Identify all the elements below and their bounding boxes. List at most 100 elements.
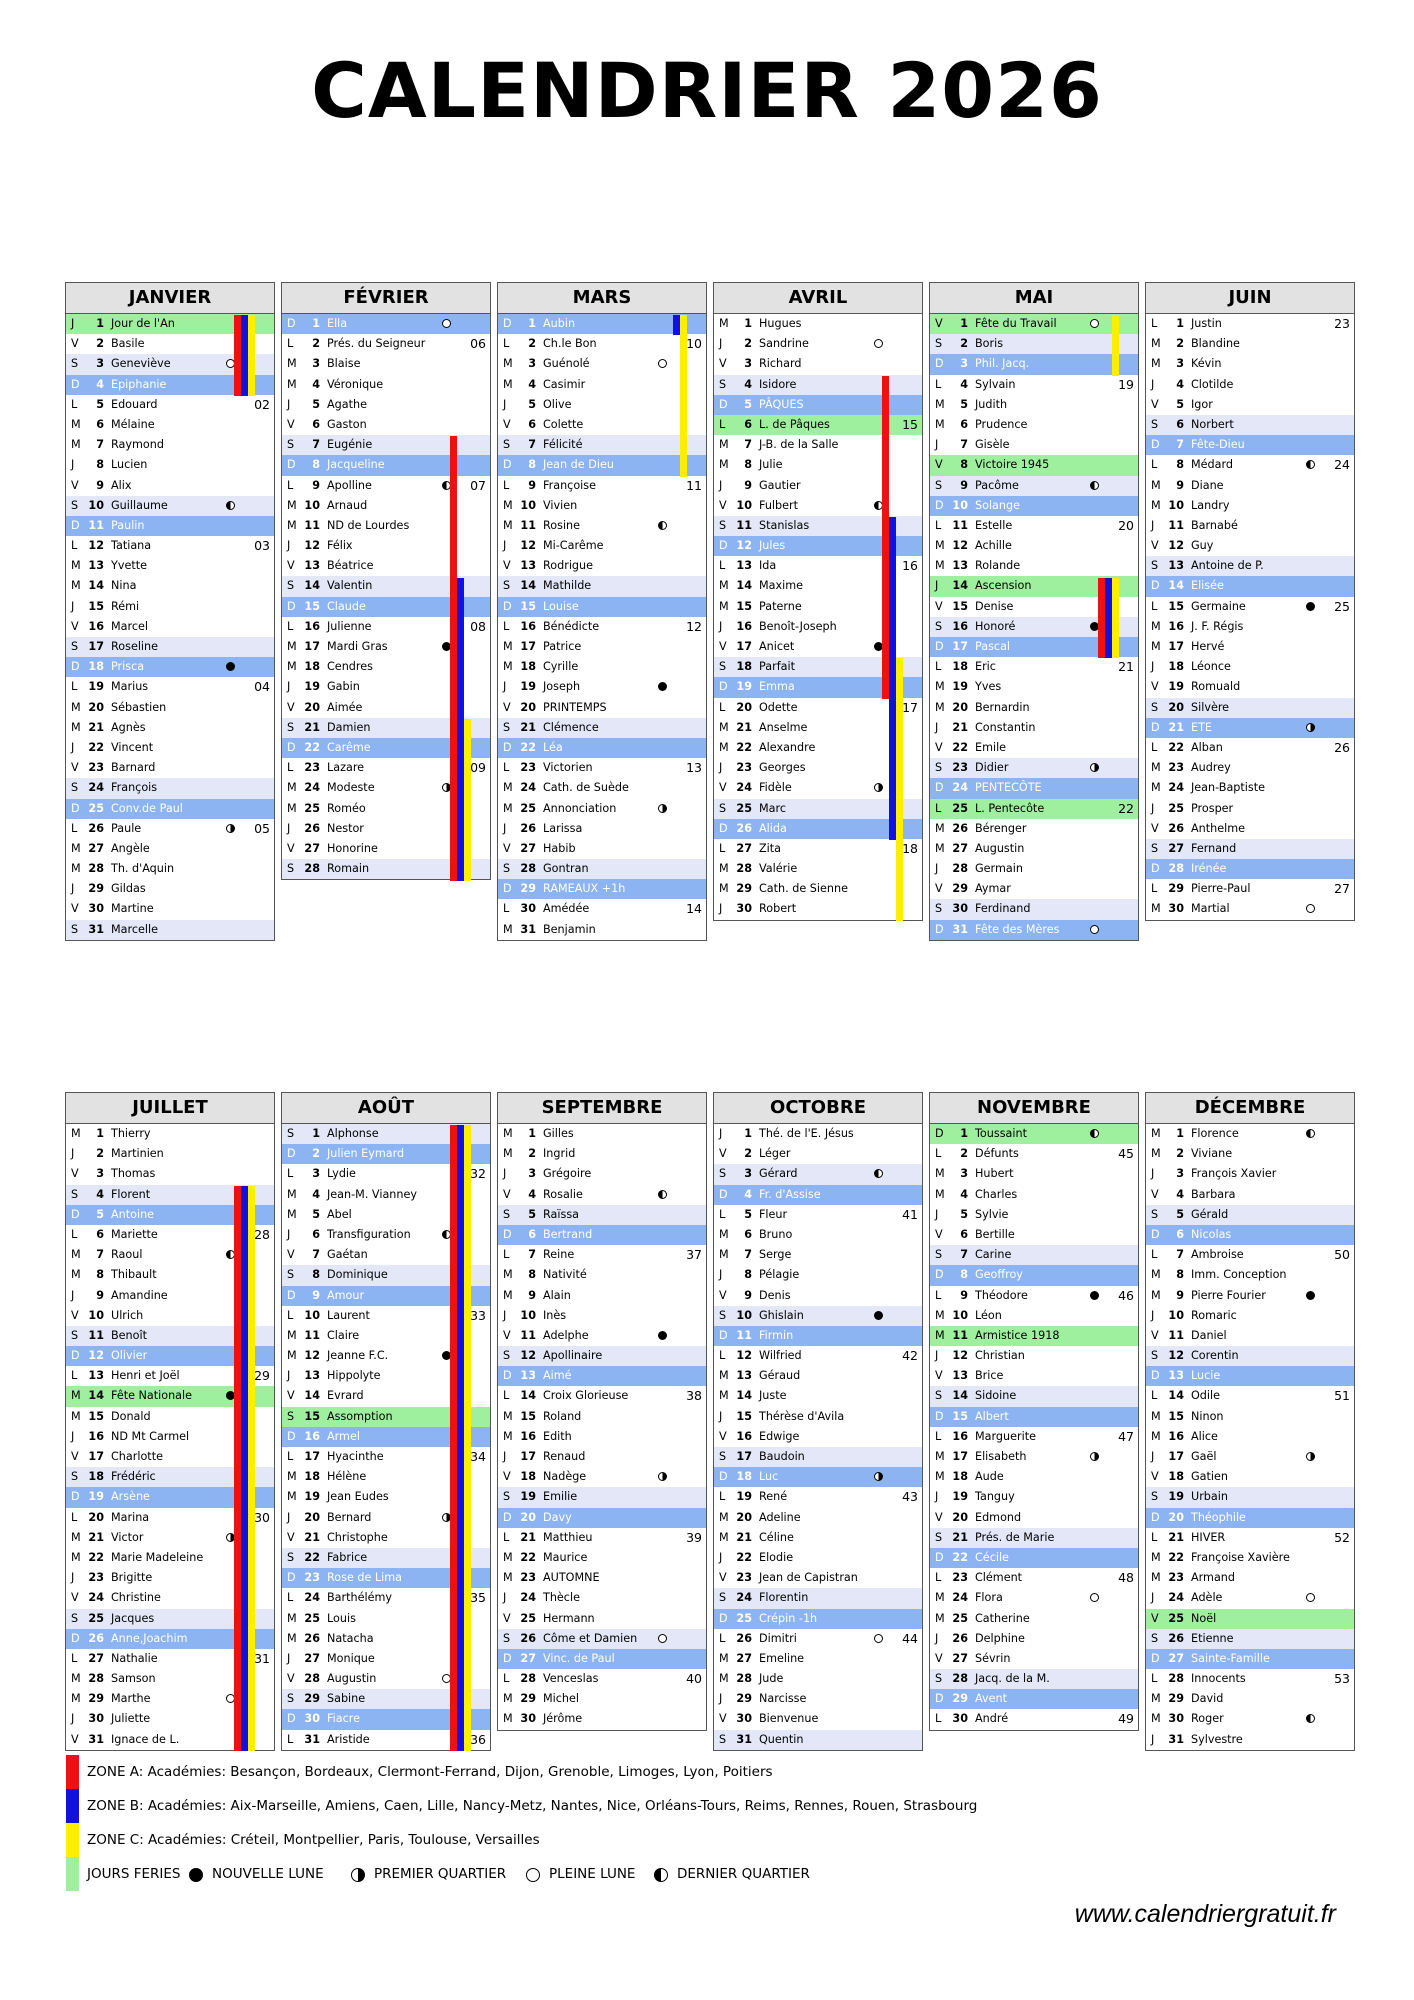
day-row[interactable]: J 9 Gautier	[714, 476, 922, 496]
day-row[interactable]: D 13 Lucie	[1146, 1366, 1354, 1387]
day-row[interactable]: D 26 Anne,Joachim	[66, 1628, 274, 1649]
day-row[interactable]: J 12 Félix	[282, 536, 490, 556]
day-row[interactable]: D 1 Toussaint	[930, 1124, 1138, 1145]
day-row[interactable]: M 21 Victor	[66, 1528, 274, 1548]
day-row[interactable]: V 10 Fulbert	[714, 496, 922, 516]
day-row[interactable]: V 5 Igor	[1146, 395, 1354, 415]
day-row[interactable]: D 18 Luc	[714, 1467, 922, 1488]
day-row[interactable]: J 26 Nestor	[282, 819, 490, 839]
day-row[interactable]: V 13 Brice	[930, 1366, 1138, 1386]
day-row[interactable]: L 14 Croix Glorieuse 38	[498, 1386, 706, 1406]
day-row[interactable]: J 11 Barnabé	[1146, 516, 1354, 536]
day-row[interactable]: S 30 Ferdinand	[930, 899, 1138, 920]
day-row[interactable]: D 13 Aimé	[498, 1366, 706, 1387]
day-row[interactable]: S 28 Gontran	[498, 859, 706, 880]
day-row[interactable]: J 26 Larissa	[498, 819, 706, 839]
day-row[interactable]: S 1 Alphonse	[282, 1124, 490, 1145]
day-row[interactable]: M 1 Thierry	[66, 1124, 274, 1144]
day-row[interactable]: D 27 Sainte-Famille	[1146, 1648, 1354, 1670]
day-row[interactable]: J 4 Clotilde	[1146, 375, 1354, 395]
day-row[interactable]: L 24 Barthélémy 35	[282, 1588, 490, 1608]
day-row[interactable]: M 29 Cath. de Sienne	[714, 879, 922, 899]
day-row[interactable]: S 21 Clémence	[498, 717, 706, 738]
day-row[interactable]: J 19 Joseph	[498, 677, 706, 697]
day-row[interactable]: L 9 Françoise 11	[498, 476, 706, 496]
day-row[interactable]: L 21 Matthieu 39	[498, 1528, 706, 1548]
day-row[interactable]: S 23 Didier	[930, 758, 1138, 779]
day-row[interactable]: V 16 Marcel	[66, 617, 274, 637]
day-row[interactable]: S 27 Fernand	[1146, 838, 1354, 860]
day-row[interactable]: M 17 Mardi Gras	[282, 637, 490, 657]
day-row[interactable]: V 20 PRINTEMPS	[498, 698, 706, 718]
day-row[interactable]: D 15 Albert	[930, 1406, 1138, 1427]
day-row[interactable]: V 20 Aimée	[282, 698, 490, 718]
day-row[interactable]: S 8 Dominique	[282, 1265, 490, 1286]
day-row[interactable]: D 8 Jacqueline	[282, 455, 490, 476]
day-row[interactable]: L 2 Défunts 45	[930, 1144, 1138, 1164]
day-row[interactable]: S 26 Etienne	[1146, 1628, 1354, 1649]
day-row[interactable]: M 9 Alain	[498, 1286, 706, 1306]
day-row[interactable]: M 14 Juste	[714, 1386, 922, 1406]
day-row[interactable]: D 6 Bertrand	[498, 1224, 706, 1246]
day-row[interactable]: M 23 Armand	[1146, 1568, 1354, 1588]
day-row[interactable]: M 22 Alexandre	[714, 738, 922, 758]
day-row[interactable]: L 15 Germaine 25	[1146, 597, 1354, 617]
day-row[interactable]: D 5 Antoine	[66, 1204, 274, 1225]
day-row[interactable]: M 24 Flora	[930, 1588, 1138, 1608]
day-row[interactable]: L 19 Marius 04	[66, 677, 274, 697]
day-row[interactable]: M 2 Blandine	[1146, 334, 1354, 354]
day-row[interactable]: D 12 Olivier	[66, 1346, 274, 1367]
day-row[interactable]: J 31 Sylvestre	[1146, 1730, 1354, 1750]
day-row[interactable]: M 21 Céline	[714, 1528, 922, 1548]
day-row[interactable]: M 19 Jean Eudes	[282, 1487, 490, 1507]
day-row[interactable]: V 2 Basile	[66, 334, 274, 354]
day-row[interactable]: M 4 Casimir	[498, 375, 706, 395]
day-row[interactable]: V 17 Anicet	[714, 637, 922, 657]
day-row[interactable]: S 18 Frédéric	[66, 1467, 274, 1488]
day-row[interactable]: L 7 Reine 37	[498, 1245, 706, 1265]
day-row[interactable]: M 22 Maurice	[498, 1548, 706, 1568]
day-row[interactable]: S 11 Benoît	[66, 1325, 274, 1347]
day-row[interactable]: M 6 Mélaine	[66, 415, 274, 435]
day-row[interactable]: L 21 HIVER 52	[1146, 1528, 1354, 1548]
day-row[interactable]: D 12 Jules	[714, 536, 922, 557]
day-row[interactable]: J 28 Germain	[930, 859, 1138, 879]
day-row[interactable]: D 17 Pascal	[930, 637, 1138, 658]
day-row[interactable]: L 23 Clément 48	[930, 1568, 1138, 1588]
day-row[interactable]: J 24 Adèle	[1146, 1588, 1354, 1608]
day-row[interactable]: D 8 Geoffroy	[930, 1265, 1138, 1286]
day-row[interactable]: S 21 Damien	[282, 717, 490, 738]
day-row[interactable]: M 13 Yvette	[66, 556, 274, 576]
day-row[interactable]: M 4 Jean-M. Vianney	[282, 1185, 490, 1205]
day-row[interactable]: S 14 Mathilde	[498, 576, 706, 597]
day-row[interactable]: V 27 Honorine	[282, 839, 490, 859]
day-row[interactable]: S 4 Florent	[66, 1184, 274, 1205]
day-row[interactable]: D 21 ETE	[1146, 717, 1354, 738]
day-row[interactable]: S 22 Fabrice	[282, 1547, 490, 1569]
day-row[interactable]: L 3 Lydie 32	[282, 1164, 490, 1184]
day-row[interactable]: J 8 Pélagie	[714, 1265, 922, 1285]
day-row[interactable]: V 3 Thomas	[66, 1164, 274, 1184]
day-row[interactable]: J 10 Romaric	[1146, 1306, 1354, 1326]
day-row[interactable]: L 6 L. de Pâques 15	[714, 414, 922, 436]
day-row[interactable]: D 11 Paulin	[66, 515, 274, 537]
day-row[interactable]: J 1 Thé. de l'E. Jésus	[714, 1124, 922, 1144]
day-row[interactable]: D 11 Firmin	[714, 1325, 922, 1347]
day-row[interactable]: V 4 Rosalie	[498, 1185, 706, 1205]
day-row[interactable]: M 3 Guénolé	[498, 354, 706, 374]
day-row[interactable]: D 23 Rose de Lima	[282, 1568, 490, 1589]
day-row[interactable]: V 24 Christine	[66, 1588, 274, 1608]
day-row[interactable]: M 20 Sébastien	[66, 698, 274, 718]
day-row[interactable]: J 23 Brigitte	[66, 1568, 274, 1588]
day-row[interactable]: V 6 Gaston	[282, 415, 490, 435]
day-row[interactable]: M 27 Angèle	[66, 839, 274, 859]
day-row[interactable]: M 27 Emeline	[714, 1649, 922, 1669]
day-row[interactable]: J 22 Elodie	[714, 1548, 922, 1568]
day-row[interactable]: L 4 Sylvain 19	[930, 375, 1138, 395]
day-row[interactable]: S 19 Urbain	[1146, 1487, 1354, 1508]
day-row[interactable]: D 15 Louise	[498, 596, 706, 617]
day-row[interactable]: L 5 Fleur 41	[714, 1205, 922, 1225]
day-row[interactable]: L 1 Justin 23	[1146, 314, 1354, 334]
day-row[interactable]: J 30 Robert	[714, 899, 922, 919]
day-row[interactable]: M 18 Cyrille	[498, 657, 706, 677]
